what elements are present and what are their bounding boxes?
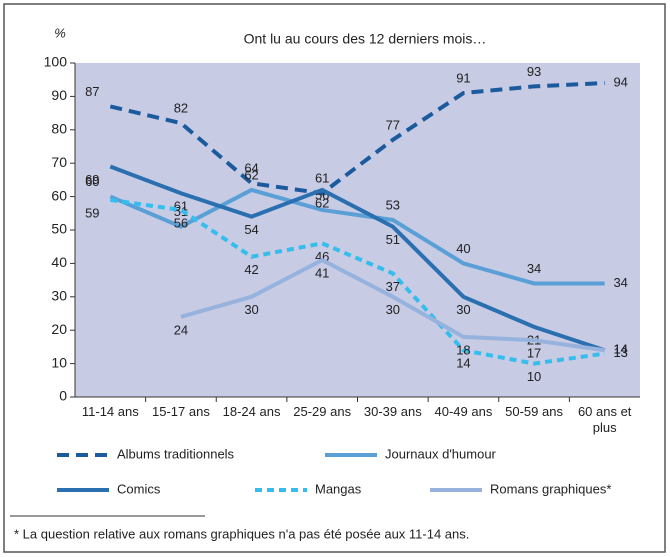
data-label: 87 bbox=[85, 84, 99, 99]
data-label: 41 bbox=[315, 265, 329, 280]
data-label: 62 bbox=[244, 167, 258, 182]
series-line bbox=[110, 197, 605, 366]
series-line bbox=[109, 164, 606, 353]
footnote: * La question relative aux romans graphi… bbox=[14, 526, 469, 541]
data-label: 18 bbox=[456, 342, 470, 357]
y-tick-label: 10 bbox=[51, 354, 67, 370]
data-label: 61 bbox=[174, 199, 188, 214]
data-label: 34 bbox=[527, 261, 541, 276]
y-tick-label: 90 bbox=[51, 87, 67, 103]
x-tick-label: 11-14 ans bbox=[81, 404, 139, 419]
data-label: 62 bbox=[315, 195, 329, 210]
data-label: 91 bbox=[456, 70, 470, 85]
data-label: 14 bbox=[456, 356, 470, 371]
x-tick-label: 60 ans et plus bbox=[577, 404, 632, 435]
data-label: 14 bbox=[613, 342, 627, 357]
series-line bbox=[109, 187, 605, 286]
data-label: 61 bbox=[315, 171, 329, 186]
plot-area bbox=[75, 63, 640, 397]
data-label: 93 bbox=[527, 64, 541, 79]
y-tick-label: 50 bbox=[51, 221, 67, 237]
chart-title: Ont lu au cours des 12 derniers mois… bbox=[244, 31, 487, 47]
data-label: 59 bbox=[85, 205, 99, 220]
x-tick-label: 50-59 ans bbox=[505, 404, 563, 419]
data-label: 77 bbox=[386, 117, 400, 132]
y-tick-label: 100 bbox=[44, 54, 68, 70]
data-label: 69 bbox=[85, 172, 99, 187]
data-label: 13 bbox=[613, 345, 627, 360]
data-label: 60 bbox=[85, 174, 99, 189]
data-label: 17 bbox=[527, 346, 541, 361]
data-label: 82 bbox=[174, 101, 188, 116]
data-label: 30 bbox=[386, 302, 400, 317]
legend-label: Comics bbox=[117, 481, 161, 496]
y-tick-label: 40 bbox=[51, 254, 67, 270]
y-tick-label: 30 bbox=[51, 288, 67, 304]
x-tick-label: 40-49 ans bbox=[434, 404, 493, 419]
y-tick-label: 60 bbox=[51, 187, 67, 203]
legend-label: Romans graphiques* bbox=[490, 481, 611, 496]
data-label: 40 bbox=[456, 241, 470, 256]
y-axis-label: % bbox=[54, 25, 66, 40]
legend-label: Albums traditionnels bbox=[117, 446, 235, 461]
y-tick-label: 70 bbox=[51, 154, 67, 170]
x-tick-label: 15-17 ans bbox=[152, 404, 210, 419]
legend-label: Mangas bbox=[315, 481, 362, 496]
data-label: 30 bbox=[244, 302, 258, 317]
x-tick-label: 30-39 ans bbox=[363, 404, 422, 419]
data-label: 30 bbox=[456, 302, 470, 317]
data-label: 54 bbox=[244, 222, 258, 237]
data-label: 10 bbox=[527, 369, 541, 384]
data-label: 34 bbox=[613, 275, 627, 290]
data-label: 14 bbox=[613, 342, 627, 357]
data-label: 64 bbox=[244, 161, 258, 176]
data-label: 37 bbox=[386, 279, 400, 294]
x-tick-label: 18-24 ans bbox=[222, 404, 281, 419]
data-label: 24 bbox=[174, 322, 188, 337]
series-line bbox=[180, 257, 605, 353]
legend-label: Journaux d'humour bbox=[385, 446, 497, 461]
y-tick-label: 0 bbox=[59, 388, 67, 404]
data-label: 51 bbox=[386, 232, 400, 247]
y-tick-label: 20 bbox=[51, 321, 67, 337]
y-tick-label: 80 bbox=[51, 121, 67, 137]
data-label: 56 bbox=[174, 215, 188, 230]
data-label: 94 bbox=[613, 74, 627, 89]
x-tick-label: 25-29 ans bbox=[293, 404, 352, 419]
data-label: 42 bbox=[244, 262, 258, 277]
data-label: 53 bbox=[386, 197, 400, 212]
